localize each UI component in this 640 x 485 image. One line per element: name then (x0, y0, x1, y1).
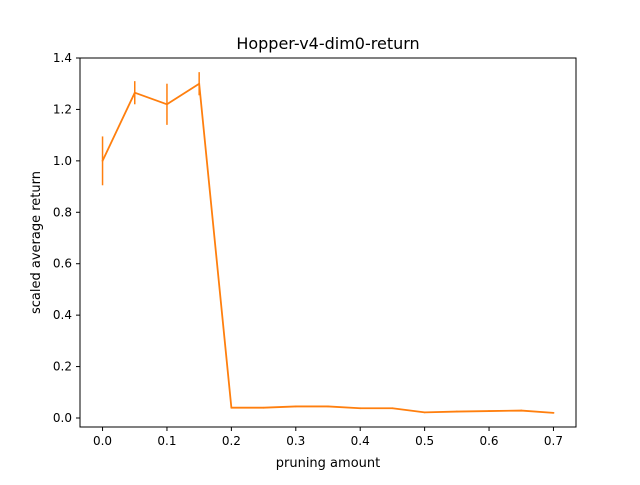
y-tick-label: 1.0 (53, 154, 72, 168)
data-point (101, 159, 104, 162)
y-axis-label: scaled average return (29, 171, 44, 314)
y-tick-label: 0.0 (53, 411, 72, 425)
axes-layer: 0.0 0.1 0.2 0.3 0.4 0.5 0.6 0.7 0.0 0.2 0.4 0.6 0.8 1… (53, 51, 563, 448)
series-0 (101, 72, 555, 414)
y-tick-label: 0.6 (53, 257, 72, 271)
y-tick-label: 1.4 (53, 51, 72, 65)
y-tick-label: 0.8 (53, 205, 72, 219)
data-point (488, 410, 490, 412)
data-point (327, 405, 329, 408)
data-point (552, 411, 555, 414)
data-point (520, 409, 523, 412)
y-tick-label: 1.2 (53, 102, 72, 116)
data-point (262, 406, 265, 409)
data-point (294, 405, 297, 408)
y-tick-label: 0.2 (53, 360, 72, 374)
data-point (166, 103, 168, 106)
data-point (133, 91, 136, 94)
data-point (359, 407, 362, 410)
chart-title: Hopper-v4-dim0-return (236, 34, 419, 53)
x-tick-label: 0.1 (157, 434, 176, 448)
x-tick-label: 0.5 (415, 434, 434, 448)
series-layer (101, 72, 555, 414)
x-tick-label: 0.3 (286, 434, 305, 448)
x-axis-label: pruning amount (276, 456, 380, 471)
x-tick-label: 0.4 (351, 434, 370, 448)
x-tick-label: 0.7 (544, 434, 563, 448)
data-point (423, 411, 426, 414)
data-point (230, 406, 233, 409)
x-tick-label: 0.6 (479, 434, 498, 448)
plot-frame (79, 57, 577, 428)
y-tick-label: 0.4 (53, 308, 72, 322)
data-point (391, 407, 394, 410)
data-point (455, 410, 458, 413)
x-tick-label: 0.2 (222, 434, 241, 448)
x-tick-label: 0.0 (93, 434, 112, 448)
data-point (198, 82, 201, 85)
plot-area-background (80, 58, 576, 427)
